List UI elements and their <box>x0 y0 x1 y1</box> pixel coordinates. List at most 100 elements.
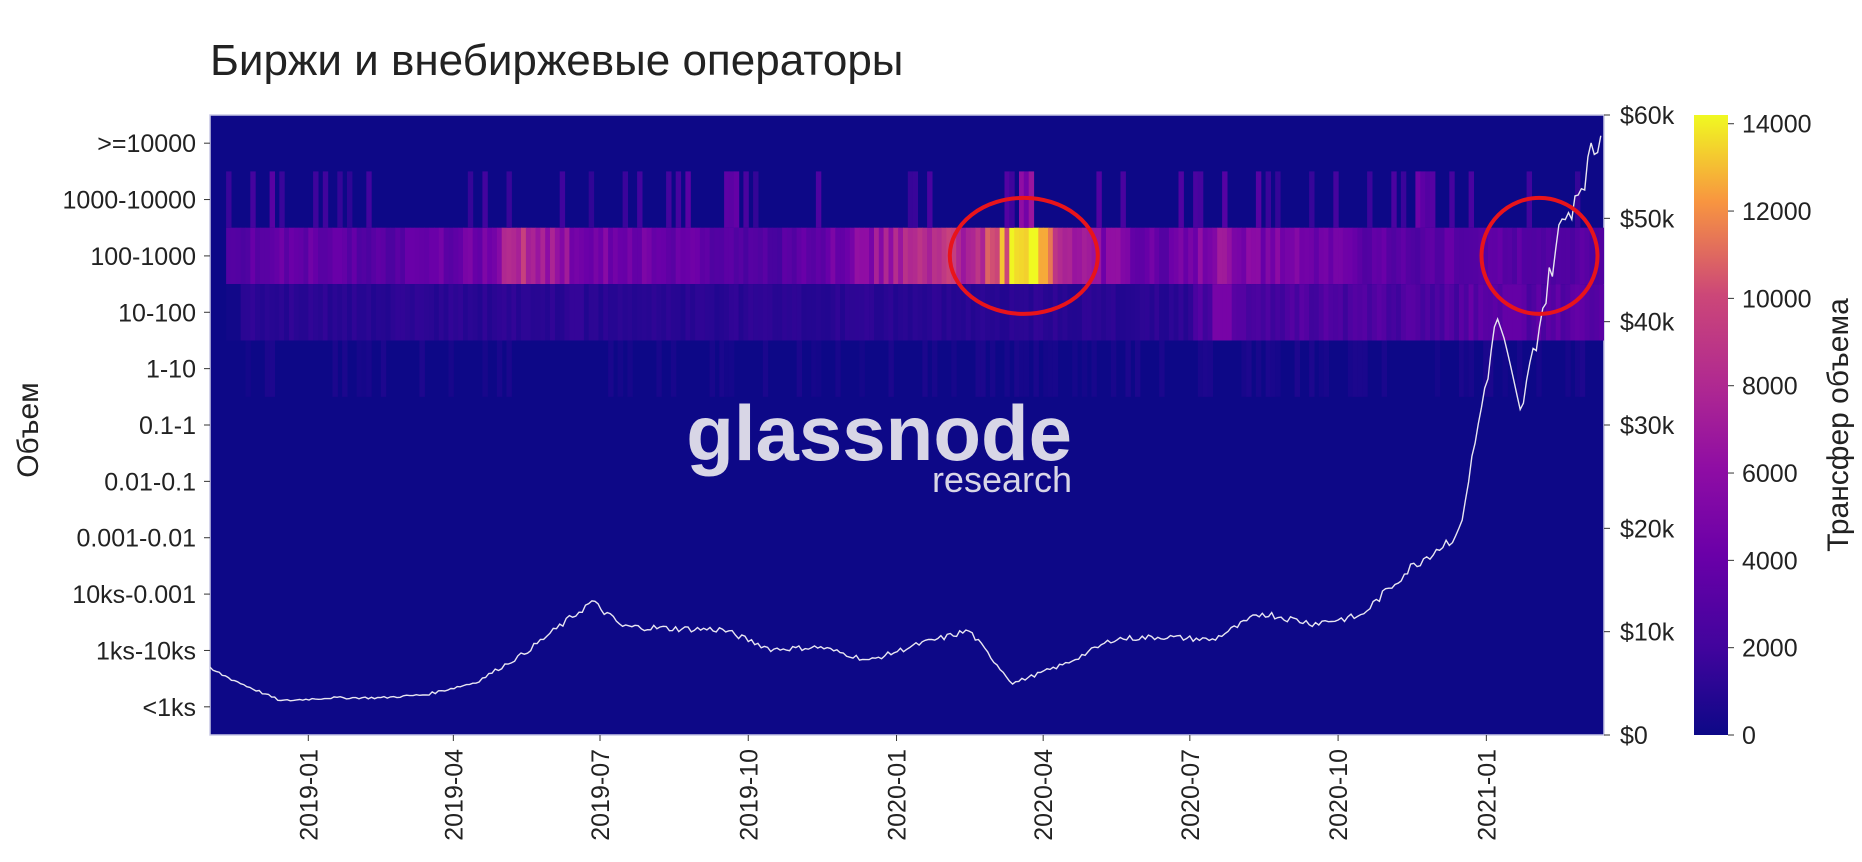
heatmap-cell <box>1275 227 1281 285</box>
heatmap-cell <box>1512 284 1518 341</box>
heatmap-cell <box>627 340 633 397</box>
heatmap-cell <box>1589 227 1595 285</box>
heatmap-cell <box>482 340 488 397</box>
heatmap-cell <box>980 340 986 397</box>
heatmap-cell <box>651 227 657 285</box>
y-tick-label: 100-1000 <box>90 243 196 271</box>
heatmap-cell <box>269 284 275 341</box>
heatmap-cell <box>385 284 392 341</box>
heatmap-cell <box>840 284 846 341</box>
heatmap-cell <box>313 171 319 228</box>
heatmap-cell <box>675 227 682 285</box>
heatmap-cell <box>1517 227 1523 285</box>
heatmap-cell <box>1144 284 1151 341</box>
heatmap-cell <box>289 227 295 285</box>
heatmap-cell <box>859 284 865 341</box>
heatmap-cell <box>1449 171 1455 228</box>
heatmap-cell <box>680 227 686 285</box>
heatmap-cell <box>617 340 624 397</box>
y-tick-label: 1000-10000 <box>63 187 196 215</box>
heatmap-cell <box>463 284 469 341</box>
heatmap-cell <box>448 340 454 397</box>
heatmap-cell <box>767 227 773 285</box>
heatmap-cell <box>724 284 730 341</box>
x-tick-label: 2020-10 <box>1325 749 1353 841</box>
heatmap-cell <box>738 227 744 285</box>
heatmap-cell <box>1575 284 1581 341</box>
heatmap-cell <box>922 284 928 341</box>
heatmap-cell <box>385 227 392 285</box>
heatmap-cell <box>961 227 967 285</box>
heatmap-cell <box>782 227 788 285</box>
heatmap-cell <box>516 227 522 285</box>
heatmap-cell <box>1333 284 1339 341</box>
heatmap-cell <box>269 227 275 285</box>
heatmap-cell <box>1265 171 1271 228</box>
heatmap-cell <box>1173 227 1180 285</box>
heatmap-cell <box>956 284 962 341</box>
heatmap-cell <box>1565 340 1571 397</box>
heatmap-cell <box>1323 340 1329 397</box>
heatmap-cell <box>1454 284 1460 341</box>
heatmap-cell <box>1159 284 1165 341</box>
heatmap-cell <box>1483 340 1489 397</box>
x-tick-label: 2019-10 <box>735 749 763 841</box>
heatmap-cell <box>1473 227 1479 285</box>
heatmap-cell <box>1468 227 1474 285</box>
heatmap-cell <box>1405 227 1412 285</box>
heatmap-cell <box>347 171 353 228</box>
heatmap-cell <box>1584 227 1591 285</box>
heatmap-cell <box>1357 227 1363 285</box>
heatmap-cell <box>1052 284 1059 341</box>
heatmap-cell <box>1584 284 1591 341</box>
heatmap-cell <box>424 284 430 341</box>
heatmap-cell <box>332 227 338 285</box>
heatmap-cell <box>434 227 440 285</box>
heatmap-cell <box>1371 227 1378 285</box>
heatmap-cell <box>1222 284 1228 341</box>
heatmap-cell <box>907 284 914 341</box>
heatmap-cell <box>1565 227 1571 285</box>
heatmap-cell <box>1062 284 1068 341</box>
heatmap-cell <box>922 340 928 397</box>
heatmap-cell <box>1313 284 1320 341</box>
heatmap-cell <box>1019 227 1025 285</box>
heatmap-cell <box>975 284 981 341</box>
heatmap-cell <box>559 227 566 285</box>
heatmap-cell <box>1304 284 1310 341</box>
x-tick-label: 2020-07 <box>1177 749 1205 841</box>
heatmap-cell <box>361 227 367 285</box>
heatmap-cell <box>1560 284 1566 341</box>
heatmap-cell <box>1255 227 1262 285</box>
heatmap-cell <box>1188 284 1194 341</box>
heatmap-cell <box>651 284 657 341</box>
heatmap-cell <box>1004 227 1010 285</box>
heatmap-cell <box>893 284 899 341</box>
heatmap-cell <box>313 227 319 285</box>
heatmap-cell <box>661 227 667 285</box>
heatmap-cell <box>753 171 759 228</box>
heatmap-cell <box>695 227 701 285</box>
heatmap-cell <box>1217 284 1223 341</box>
heatmap-cell <box>641 227 648 285</box>
heatmap-cell <box>240 284 246 341</box>
heatmap-cell <box>250 227 256 285</box>
colorbar-tick-label: 6000 <box>1742 460 1798 488</box>
heatmap-cell <box>1502 340 1508 397</box>
heatmap-cell <box>1536 227 1542 285</box>
heatmap-cell <box>1309 227 1315 285</box>
heatmap-cell <box>1391 171 1397 228</box>
heatmap-cell <box>506 171 512 228</box>
heatmap-cell <box>279 284 285 341</box>
colorbar-tick-label: 0 <box>1742 722 1756 750</box>
heatmap-cell <box>361 340 367 397</box>
heatmap-cell <box>1255 171 1262 228</box>
heatmap-cell <box>1033 227 1039 285</box>
heatmap-cell <box>308 227 314 285</box>
heatmap-cell <box>1425 171 1431 228</box>
heatmap-cell <box>719 284 725 341</box>
heatmap-cell <box>1173 284 1180 341</box>
heatmap-cell <box>1255 340 1262 397</box>
heatmap-cell <box>366 227 372 285</box>
heatmap-cell <box>351 284 358 341</box>
